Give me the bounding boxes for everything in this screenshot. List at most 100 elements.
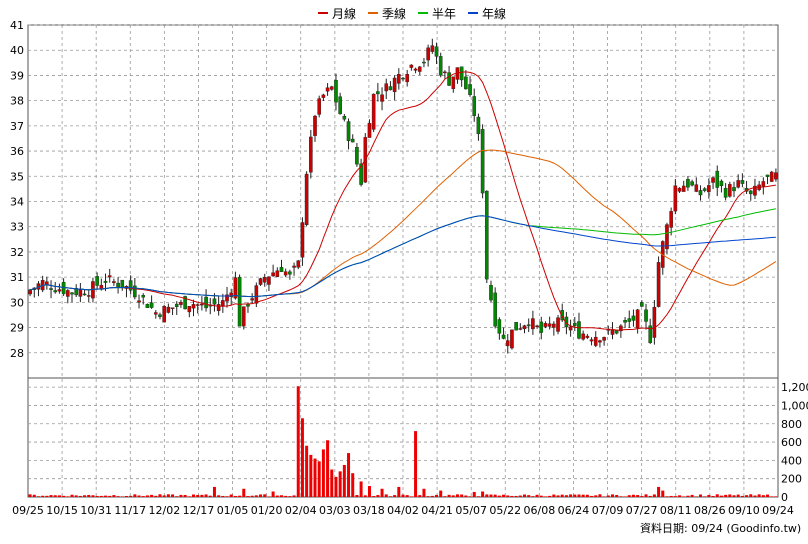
date-tick-label: 06/08 (524, 504, 556, 517)
candle-body (644, 309, 648, 322)
candle-body (761, 181, 766, 187)
volume-bar (594, 495, 598, 497)
volume-bar (745, 495, 749, 497)
candle-body (598, 340, 602, 343)
candle-body (652, 306, 657, 338)
legend-swatch (468, 12, 479, 14)
candle-body (619, 325, 623, 332)
candle-body (241, 306, 246, 327)
candle-body (480, 129, 485, 194)
date-tick-label: 09/10 (728, 504, 760, 517)
volume-bar (217, 495, 221, 497)
price-tick-label: 37 (10, 120, 24, 133)
volume-bar (539, 495, 543, 497)
candle-body (627, 318, 632, 322)
volume-bar (145, 495, 149, 497)
volume-bar (74, 495, 78, 497)
candle-body (686, 179, 690, 188)
legend-label: 月線 (332, 6, 357, 21)
volume-bar (497, 495, 501, 497)
candle-body (304, 173, 309, 225)
volume-bar (673, 496, 677, 497)
volume-bar (150, 494, 154, 497)
candle-body (560, 310, 565, 321)
candle-body (237, 277, 242, 327)
candle-body (66, 290, 70, 297)
candle-body (107, 275, 112, 278)
volume-bar (766, 494, 770, 497)
candle-body (49, 288, 53, 290)
volume-bar (133, 494, 137, 497)
candle-body (531, 318, 535, 330)
volume-bar (661, 490, 665, 497)
volume-bar (627, 495, 631, 497)
candle-body (246, 304, 250, 307)
candle-body (753, 185, 757, 196)
volume-tick-label: 1,200 (781, 381, 808, 394)
volume-bar (158, 494, 162, 497)
date-tick-label: 05/07 (455, 504, 487, 517)
candle-body (329, 86, 334, 90)
volume-bar (615, 495, 619, 497)
volume-bar (631, 494, 635, 497)
price-tick-label: 29 (10, 322, 24, 335)
volume-bar (585, 494, 589, 497)
candle-body (74, 288, 78, 296)
date-tick-label: 11/17 (114, 504, 146, 517)
candle-body (350, 138, 355, 143)
legend-swatch (318, 12, 328, 14)
candle-body (229, 292, 234, 297)
volume-bar (753, 495, 757, 497)
candle-body (158, 314, 162, 317)
candle-body (501, 334, 506, 339)
candle-body (736, 180, 740, 188)
candle-body (543, 323, 548, 327)
candle-body (212, 298, 217, 305)
date-tick-label: 03/03 (319, 504, 351, 517)
candle-body (690, 181, 694, 186)
volume-bar (426, 496, 430, 497)
candle-body (719, 180, 724, 187)
volume-bar (372, 496, 376, 497)
volume-bar (116, 496, 120, 497)
candle-body (225, 294, 229, 302)
candle-body (640, 302, 644, 307)
date-tick-label: 07/27 (626, 504, 658, 517)
candle-body (128, 280, 133, 291)
volume-bar (57, 495, 61, 497)
candle-body (694, 184, 699, 192)
volume-bar (447, 494, 451, 497)
volume-bar (418, 495, 422, 497)
volume-bar (192, 494, 196, 497)
ma-line-year (29, 215, 776, 298)
date-tick-label: 04/21 (421, 504, 453, 517)
volume-bar (388, 496, 392, 497)
volume-bar (665, 496, 669, 497)
volume-bar (556, 495, 560, 497)
volume-bar (334, 476, 338, 497)
volume-bar (690, 494, 694, 497)
volume-bar (32, 494, 36, 497)
volume-bar (761, 495, 765, 497)
candle-body (673, 185, 678, 212)
volume-bar (263, 494, 267, 497)
volume-tick-label: 400 (781, 454, 802, 467)
volume-bar (518, 495, 522, 497)
volume-bar (740, 495, 744, 497)
date-tick-label: 01/20 (251, 504, 283, 517)
candle-body (564, 316, 569, 328)
candle-body (585, 335, 590, 338)
candle-body (200, 303, 204, 306)
volume-bar (120, 496, 124, 497)
candle-body (426, 47, 430, 61)
volume-bar (397, 486, 401, 497)
volume-bar (757, 494, 761, 497)
volume-bar (414, 431, 418, 497)
date-tick-label: 12/02 (149, 504, 181, 517)
volume-bar (405, 495, 409, 497)
volume-bar (87, 494, 91, 497)
volume-bar (577, 494, 581, 497)
legend-item: 年線 (468, 4, 506, 22)
candle-body (271, 272, 275, 277)
candle-body (711, 177, 715, 183)
